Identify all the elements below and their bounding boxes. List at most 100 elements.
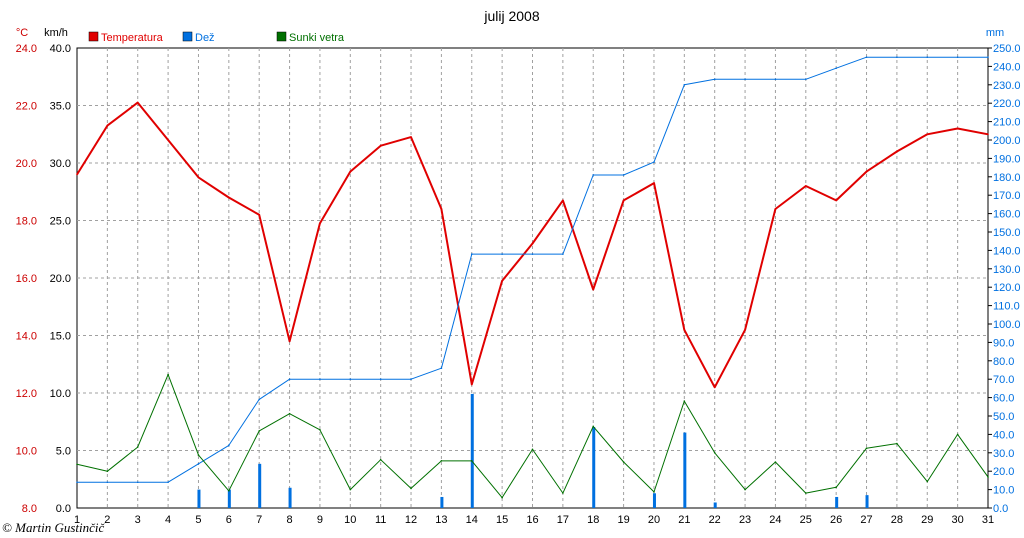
x-tick-label: 14 [466, 514, 478, 526]
axes: 8.010.012.014.016.018.020.022.024.00.05.… [16, 43, 1021, 526]
rain-tick-label: 0.0 [993, 503, 1008, 515]
rain-tick-label: 90.0 [993, 337, 1014, 349]
x-tick-label: 1 [74, 514, 80, 526]
wind-unit-label: km/h [44, 27, 68, 39]
temperature-point [805, 185, 807, 187]
wind-gust-point [805, 492, 807, 494]
temperature-point [288, 340, 291, 343]
wind-gust-point [653, 491, 655, 493]
plot-area [76, 56, 989, 508]
wind-tick-label: 15.0 [50, 331, 71, 343]
x-tick-label: 17 [557, 514, 569, 526]
x-tick-label: 7 [256, 514, 262, 526]
x-tick-label: 10 [344, 514, 356, 526]
x-tick-label: 8 [287, 514, 293, 526]
x-tick-label: 20 [648, 514, 660, 526]
rain-cumulative-point [713, 78, 716, 81]
temperature-point [197, 176, 200, 179]
rain-bar [288, 487, 292, 508]
wind-tick-label: 20.0 [50, 273, 71, 285]
rain-cumulative-point [228, 444, 230, 447]
wind-tick-label: 40.0 [50, 43, 71, 55]
x-tick-label: 13 [435, 514, 447, 526]
wind-gust-point [76, 463, 78, 466]
temp-tick-label: 16.0 [16, 273, 37, 285]
rain-bar [865, 495, 869, 508]
temperature-point [531, 242, 534, 245]
rain-tick-label: 160.0 [993, 209, 1021, 221]
rain-cumulative-point [805, 78, 807, 81]
wind-gust-point [926, 480, 929, 483]
rain-tick-label: 180.0 [993, 172, 1021, 184]
x-tick-label: 9 [317, 514, 323, 526]
wind-gust-point [258, 430, 261, 432]
rain-tick-label: 200.0 [993, 135, 1021, 147]
temp-tick-label: 24.0 [16, 43, 37, 55]
temperature-point [501, 280, 503, 282]
rain-cumulative-point [410, 378, 412, 381]
rain-cumulative-point [683, 84, 686, 86]
wind-tick-label: 5.0 [56, 446, 71, 458]
temperature-point [774, 208, 777, 210]
rain-cumulative-point [592, 174, 595, 176]
wind-gust-point [197, 454, 200, 456]
temperature-point [106, 124, 109, 127]
rain-tick-label: 70.0 [993, 374, 1014, 386]
rain-cumulative-point [501, 253, 503, 255]
x-tick-label: 11 [375, 514, 386, 526]
x-tick-label: 16 [526, 514, 538, 526]
x-tick-label: 26 [830, 514, 842, 526]
rain-cumulative-point [470, 253, 473, 255]
x-tick-label: 2 [104, 514, 110, 526]
rain-cumulative-point [288, 378, 291, 381]
rain-tick-label: 100.0 [993, 319, 1021, 331]
temperature-point [470, 383, 473, 386]
rain-bar [227, 489, 231, 508]
grid [76, 47, 989, 509]
temperature-point [349, 170, 352, 173]
rain-bar [835, 496, 839, 508]
wind-gust-point [228, 489, 230, 492]
rain-cumulative-point [865, 56, 868, 58]
rain-tick-label: 140.0 [993, 245, 1021, 257]
legend: Temperatura Dež Sunki vetra [88, 31, 345, 44]
x-tick-label: 6 [226, 514, 232, 526]
rain-cumulative-point [744, 78, 746, 81]
temperature-point [865, 170, 868, 173]
x-tick-label: 28 [891, 514, 903, 526]
x-tick-label: 12 [405, 514, 417, 526]
wind-gust-point [531, 448, 534, 451]
rain-cumulative-point [774, 78, 777, 81]
rain-bar [197, 489, 201, 508]
wind-gust-point [379, 458, 382, 461]
rain-tick-label: 150.0 [993, 227, 1021, 239]
rain-cumulative-point [136, 481, 139, 484]
rain-cumulative-point [622, 174, 625, 176]
wind-gust-point [167, 373, 169, 376]
rain-tick-label: 50.0 [993, 411, 1014, 423]
temperature-point [319, 222, 321, 225]
rain-bar [440, 496, 444, 508]
wind-gust-point [106, 470, 109, 473]
wind-gust-point [744, 488, 746, 491]
rain-cumulative-point [258, 398, 261, 401]
temp-tick-label: 8.0 [22, 503, 37, 515]
wind-gust-point [288, 412, 291, 415]
temperature-point [167, 139, 169, 141]
x-tick-label: 5 [195, 514, 201, 526]
wind-gust-point [835, 486, 837, 489]
rain-tick-label: 110.0 [993, 301, 1020, 313]
wind-gust-point [136, 446, 139, 448]
rain-cumulative-point [653, 161, 655, 163]
rain-bar [258, 463, 262, 508]
wind-gust-point [956, 433, 959, 436]
temp-unit-label: °C [16, 27, 28, 39]
rain-tick-label: 60.0 [993, 393, 1014, 405]
temperature-point [926, 133, 929, 136]
rain-tick-label: 80.0 [993, 356, 1014, 368]
copyright-text: © Martin Gustinčič [2, 520, 106, 535]
temperature-point [228, 196, 230, 199]
rain-cumulative-point [987, 56, 989, 58]
rain-cumulative-point [562, 253, 564, 255]
